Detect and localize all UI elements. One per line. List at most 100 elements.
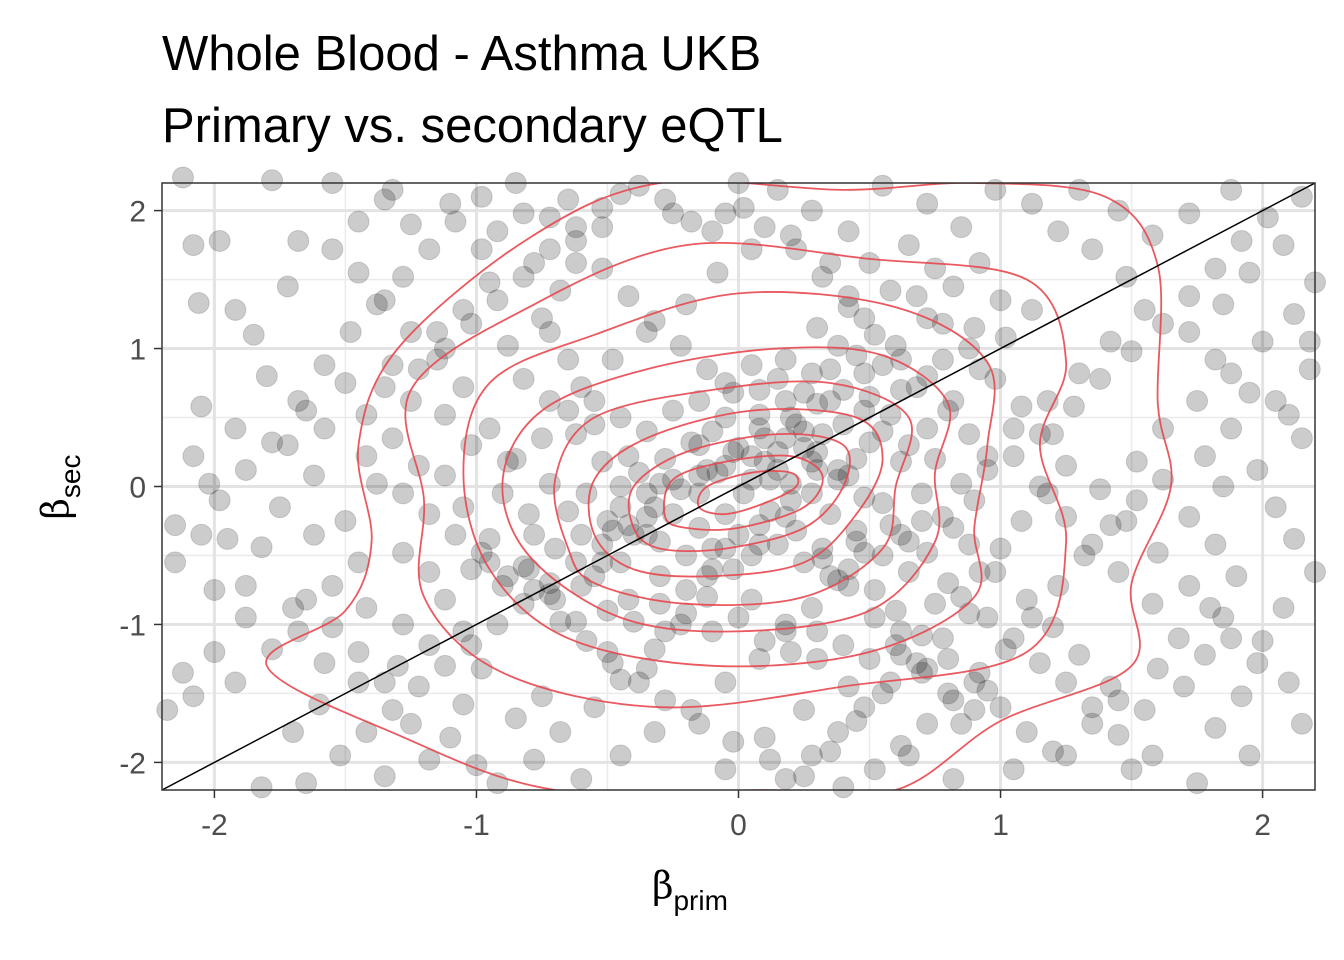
data-point xyxy=(1204,257,1227,280)
data-point xyxy=(635,482,658,505)
data-point xyxy=(845,447,868,470)
data-point xyxy=(530,427,553,450)
data-point xyxy=(819,358,842,381)
data-point xyxy=(688,464,711,487)
data-point xyxy=(512,265,535,288)
data-point xyxy=(1272,234,1295,257)
data-point xyxy=(452,693,475,716)
data-point xyxy=(617,285,640,308)
data-point xyxy=(565,610,588,633)
data-point xyxy=(234,606,257,629)
data-point xyxy=(609,744,632,767)
data-point xyxy=(276,434,299,457)
data-point xyxy=(675,578,698,601)
data-point xyxy=(452,376,475,399)
y-tick-label: -2 xyxy=(119,747,146,780)
data-point xyxy=(460,312,483,335)
data-point xyxy=(916,417,939,440)
data-point xyxy=(976,458,999,481)
data-point xyxy=(287,620,310,643)
data-point xyxy=(1041,423,1064,446)
data-point xyxy=(426,320,449,343)
data-point xyxy=(1199,596,1222,619)
data-point xyxy=(766,441,789,464)
data-point xyxy=(879,279,902,302)
data-point xyxy=(845,519,868,542)
data-point xyxy=(635,505,658,528)
data-point xyxy=(1178,505,1201,528)
data-point xyxy=(392,613,415,636)
data-point xyxy=(774,767,797,790)
plot-area xyxy=(156,166,1326,799)
data-point xyxy=(373,289,396,312)
data-point xyxy=(968,252,991,275)
data-point xyxy=(800,744,823,767)
data-point xyxy=(779,224,802,247)
data-point xyxy=(1251,630,1274,653)
data-point xyxy=(575,482,598,505)
data-point xyxy=(313,417,336,440)
data-point xyxy=(1152,417,1175,440)
data-point xyxy=(800,482,823,505)
data-point xyxy=(1107,561,1130,584)
data-point xyxy=(793,698,816,721)
data-point xyxy=(701,220,724,243)
data-point xyxy=(774,505,797,528)
data-point xyxy=(486,220,509,243)
data-point xyxy=(1020,192,1043,215)
data-point xyxy=(1002,627,1025,650)
data-point xyxy=(261,169,284,192)
x-tick-label: -2 xyxy=(201,809,228,842)
data-point xyxy=(916,541,939,564)
data-point xyxy=(591,551,614,574)
data-point xyxy=(1277,671,1300,694)
data-point xyxy=(832,378,855,401)
data-point xyxy=(224,671,247,694)
data-point xyxy=(675,544,698,567)
data-point xyxy=(530,307,553,330)
data-point xyxy=(496,565,519,588)
data-point xyxy=(937,682,960,705)
data-point xyxy=(1290,427,1313,450)
data-point xyxy=(1220,417,1243,440)
data-point xyxy=(958,423,981,446)
data-point xyxy=(722,441,745,464)
data-point xyxy=(1256,206,1279,229)
data-point xyxy=(937,572,960,595)
data-point xyxy=(863,578,886,601)
data-point xyxy=(950,472,973,495)
data-point xyxy=(504,707,527,730)
data-point xyxy=(1204,716,1227,739)
data-point xyxy=(1107,723,1130,746)
data-point xyxy=(811,537,834,560)
data-point xyxy=(643,496,666,519)
data-point xyxy=(1272,596,1295,619)
data-point xyxy=(512,202,535,225)
data-point xyxy=(924,447,947,470)
data-point xyxy=(863,758,886,781)
data-point xyxy=(399,712,422,735)
data-point xyxy=(968,661,991,684)
data-point xyxy=(1178,320,1201,343)
data-point xyxy=(832,776,855,799)
data-point xyxy=(714,372,737,395)
data-point xyxy=(1186,772,1209,795)
data-point xyxy=(1146,657,1169,680)
data-point xyxy=(714,758,737,781)
data-point xyxy=(976,606,999,629)
data-point xyxy=(753,726,776,749)
density-contour xyxy=(553,380,913,606)
data-point xyxy=(905,285,928,308)
data-point xyxy=(216,527,239,550)
data-point xyxy=(347,210,370,233)
data-point xyxy=(365,472,388,495)
data-point xyxy=(164,551,187,574)
data-point xyxy=(512,592,535,615)
data-point xyxy=(399,389,422,412)
data-point xyxy=(1167,627,1190,650)
data-point xyxy=(1298,330,1321,353)
data-point xyxy=(748,417,771,440)
data-point xyxy=(392,265,415,288)
data-point xyxy=(863,323,886,346)
data-point xyxy=(984,561,1007,584)
